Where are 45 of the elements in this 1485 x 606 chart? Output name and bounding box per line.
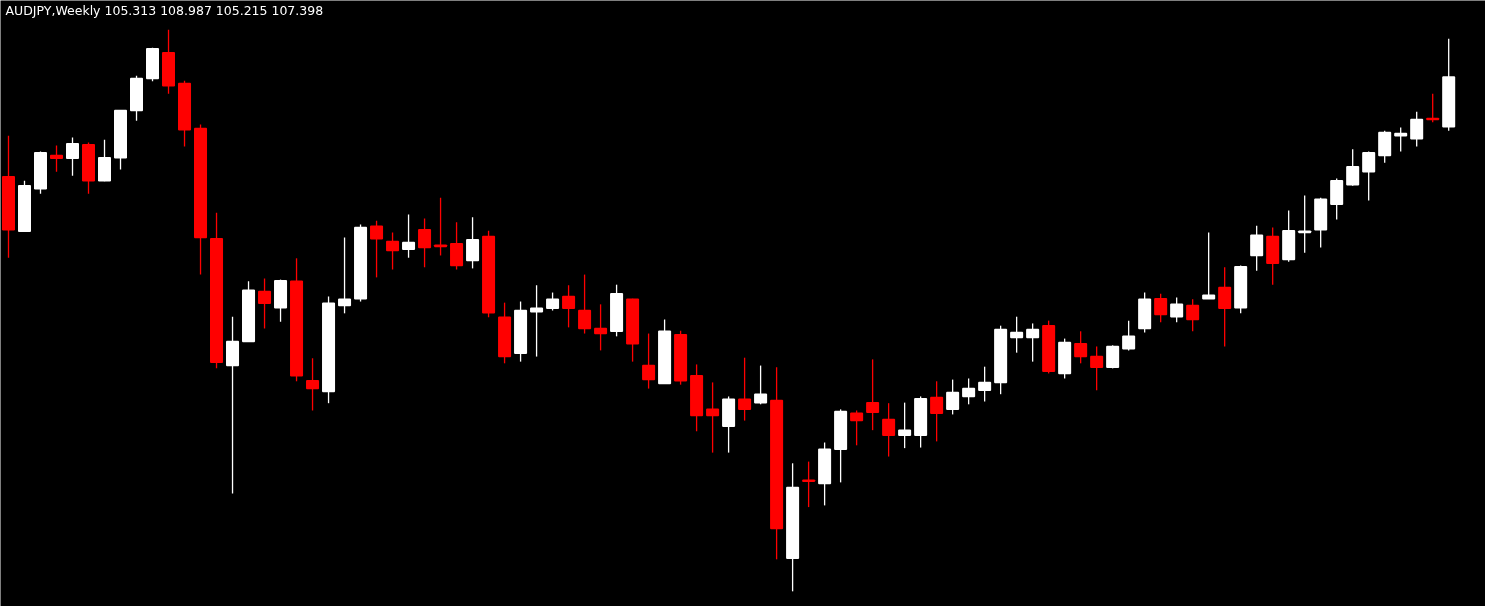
candlestick xyxy=(1346,148,1360,187)
candlestick xyxy=(578,273,592,335)
candlestick xyxy=(1410,111,1424,148)
candlestick xyxy=(450,221,464,271)
candlestick xyxy=(1074,330,1088,364)
candlestick xyxy=(1186,298,1200,332)
candlestick xyxy=(1218,266,1232,348)
candlestick xyxy=(1378,130,1392,164)
candlestick xyxy=(1250,225,1264,272)
candlestick xyxy=(338,236,352,314)
candlestick xyxy=(1010,316,1024,354)
candlestick xyxy=(1362,150,1376,202)
candlestick xyxy=(418,217,432,268)
candlestick xyxy=(66,136,80,177)
candlestick xyxy=(1330,177,1344,221)
candlestick xyxy=(370,220,384,279)
candlestick xyxy=(706,381,720,454)
candlestick xyxy=(98,139,112,182)
candlestick xyxy=(1154,293,1168,323)
candlestick xyxy=(466,216,480,270)
candlestick xyxy=(930,380,944,443)
chart-title: AUDJPY,Weekly 105.313 108.987 105.215 107.398 xyxy=(5,2,324,18)
candlestick xyxy=(562,284,576,329)
candlestick xyxy=(882,402,896,458)
candlestick xyxy=(754,364,768,405)
candlestick xyxy=(386,231,400,271)
candlestick xyxy=(1394,126,1408,153)
candlestick xyxy=(594,303,608,352)
candlestick xyxy=(402,213,416,259)
candlestick xyxy=(1090,345,1104,391)
candlestick xyxy=(978,366,992,403)
candlestick xyxy=(642,332,656,390)
candlestick xyxy=(738,357,752,422)
candlestick xyxy=(802,460,816,508)
candlestick xyxy=(898,401,912,449)
candlestick xyxy=(866,358,880,431)
candlestick xyxy=(1170,296,1184,323)
candlestick xyxy=(850,409,864,446)
candlestick xyxy=(962,377,976,405)
candlestick xyxy=(1026,322,1040,363)
candlestick xyxy=(258,277,272,330)
candlestick xyxy=(306,357,320,412)
candlestick xyxy=(50,144,64,173)
candlestick xyxy=(946,378,960,416)
candlestick xyxy=(1122,319,1136,352)
